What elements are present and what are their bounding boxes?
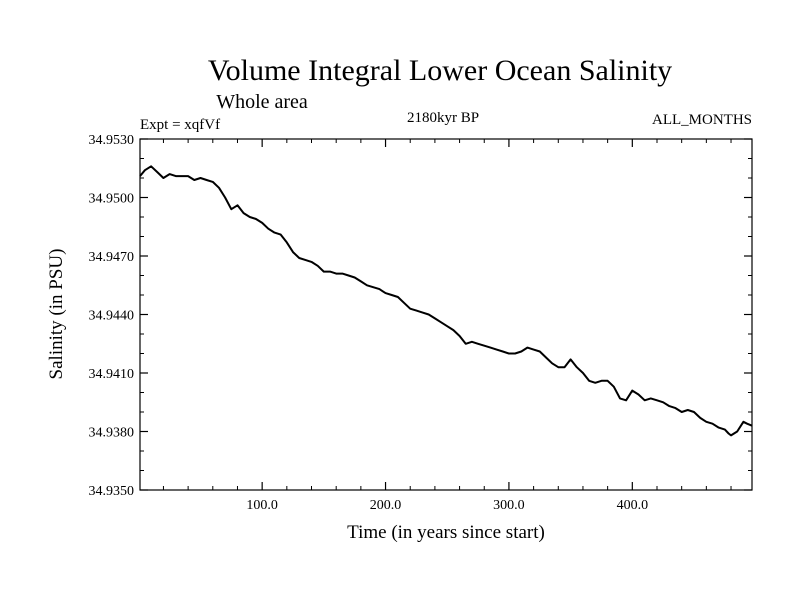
x-axis: 100.0 200.0 300.0 400.0 [162,139,732,513]
x-tick-label: 200.0 [370,498,402,513]
y-axis-label: Salinity (in PSU) [46,249,67,380]
months-label: ALL_MONTHS [652,112,752,128]
x-axis-label: Time (in years since start) [347,522,545,543]
y-tick-label: 34.9470 [89,250,135,265]
salinity-series-line [139,165,753,437]
x-tick-label: 400.0 [617,498,649,513]
y-tick-label: 34.9500 [89,192,135,207]
y-tick-label: 34.9530 [89,133,135,148]
y-tick-label: 34.9350 [89,484,135,499]
y-axis: 34.9350 34.9380 34.9410 34.9440 34.9470 34.95… [89,133,752,499]
y-tick-label: 34.9410 [89,367,135,382]
plot-frame [139,138,753,491]
y-tick-label: 34.9380 [89,426,135,441]
x-tick-label: 300.0 [493,498,525,513]
period-label: 2180kyr BP [407,110,479,126]
chart-subtitle: Whole area [216,91,308,113]
y-tick-label: 34.9440 [89,309,135,324]
experiment-label: Expt = xqfVf [140,117,220,133]
chart-title: Volume Integral Lower Ocean Salinity [208,54,672,87]
x-tick-label: 100.0 [246,498,278,513]
